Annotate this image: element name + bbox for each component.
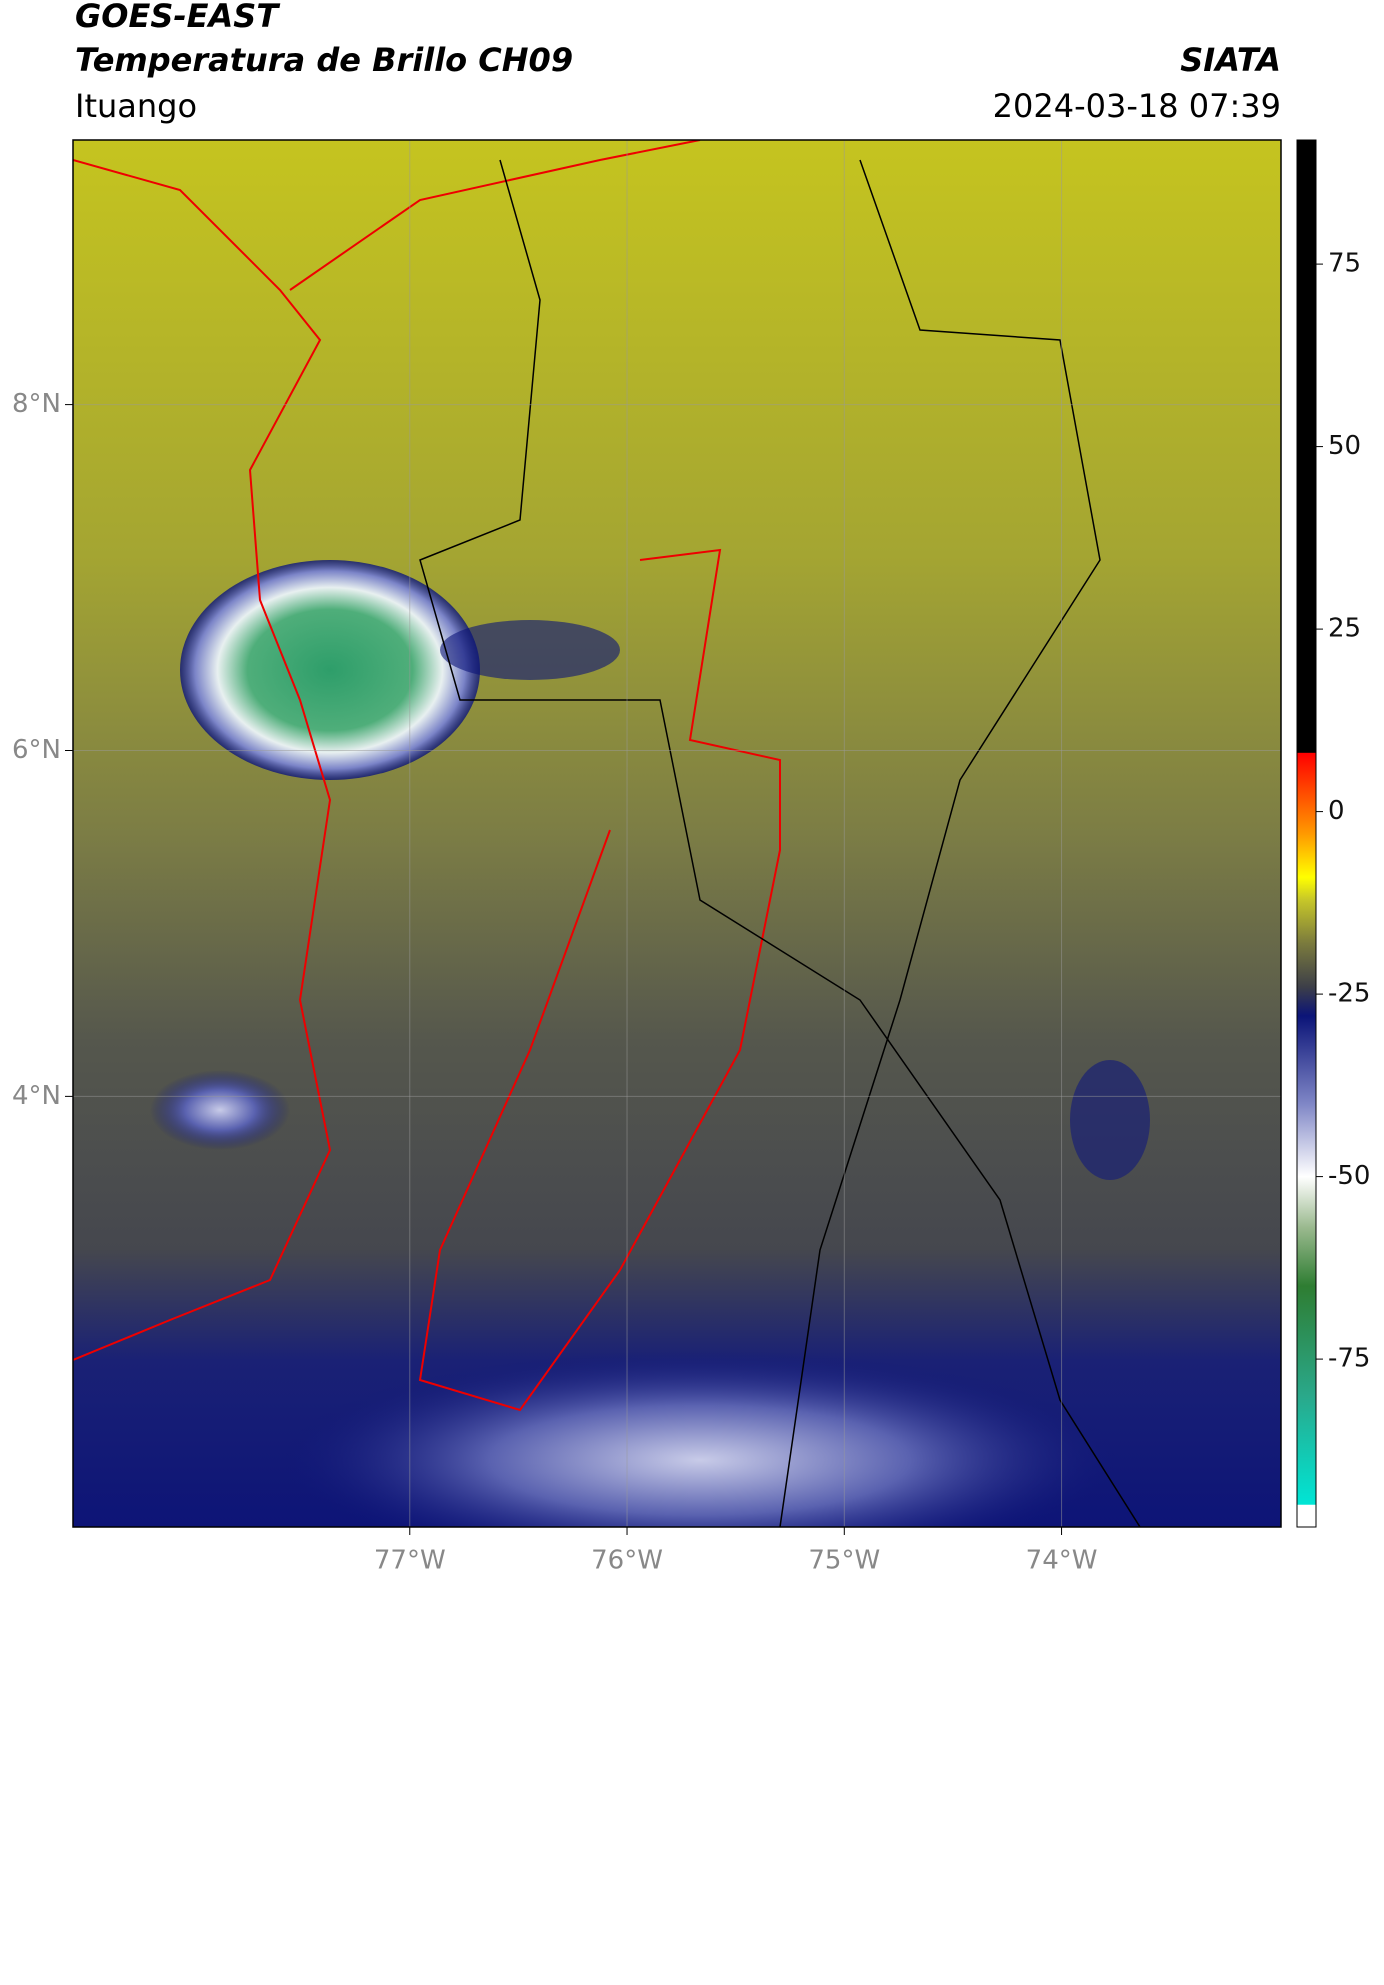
coastline <box>289 140 701 291</box>
title: GOES-EAST <box>75 0 280 35</box>
colorbar-tick-label: -25 <box>1328 979 1370 1009</box>
colorbar-tick-label: 0 <box>1328 796 1345 826</box>
department-border <box>418 548 781 1412</box>
storm-anvil <box>440 620 620 680</box>
y-tick-label: 6°N <box>12 735 61 765</box>
colorbar-tick-label: 25 <box>1328 614 1361 644</box>
y-tick-label: 4°N <box>12 1081 61 1111</box>
colorbar-tick-label: -50 <box>1328 1161 1370 1191</box>
cloud <box>1070 1060 1150 1180</box>
colorbar-tick-label: 50 <box>1328 431 1361 461</box>
admin-border <box>419 159 1141 1527</box>
colorbar-tick-label: 75 <box>1328 249 1361 279</box>
colorbar-tick-label: -75 <box>1328 1344 1370 1374</box>
date: 2024-03-18 07:39 <box>993 87 1281 125</box>
admin-border <box>779 159 1101 1527</box>
colorbar <box>1297 140 1316 1527</box>
coastline <box>73 159 332 1361</box>
x-tick-label: 74°W <box>1026 1546 1098 1576</box>
map-image <box>73 140 1281 1527</box>
cloud <box>150 1070 290 1150</box>
map-frame <box>72 139 1282 1528</box>
map-background <box>73 140 1281 1527</box>
x-tick-label: 77°W <box>374 1546 446 1576</box>
colorbar-frame <box>1296 139 1317 1528</box>
location: Ituango <box>75 87 197 125</box>
storm-cloud <box>180 560 480 780</box>
y-tick-label: 8°N <box>12 389 61 419</box>
x-tick-label: 76°W <box>591 1546 663 1576</box>
cloud <box>280 1350 1120 1527</box>
source: SIATA <box>1180 41 1281 79</box>
x-tick-label: 75°W <box>808 1546 880 1576</box>
subtitle: Temperatura de Brillo CH09 <box>75 41 573 79</box>
